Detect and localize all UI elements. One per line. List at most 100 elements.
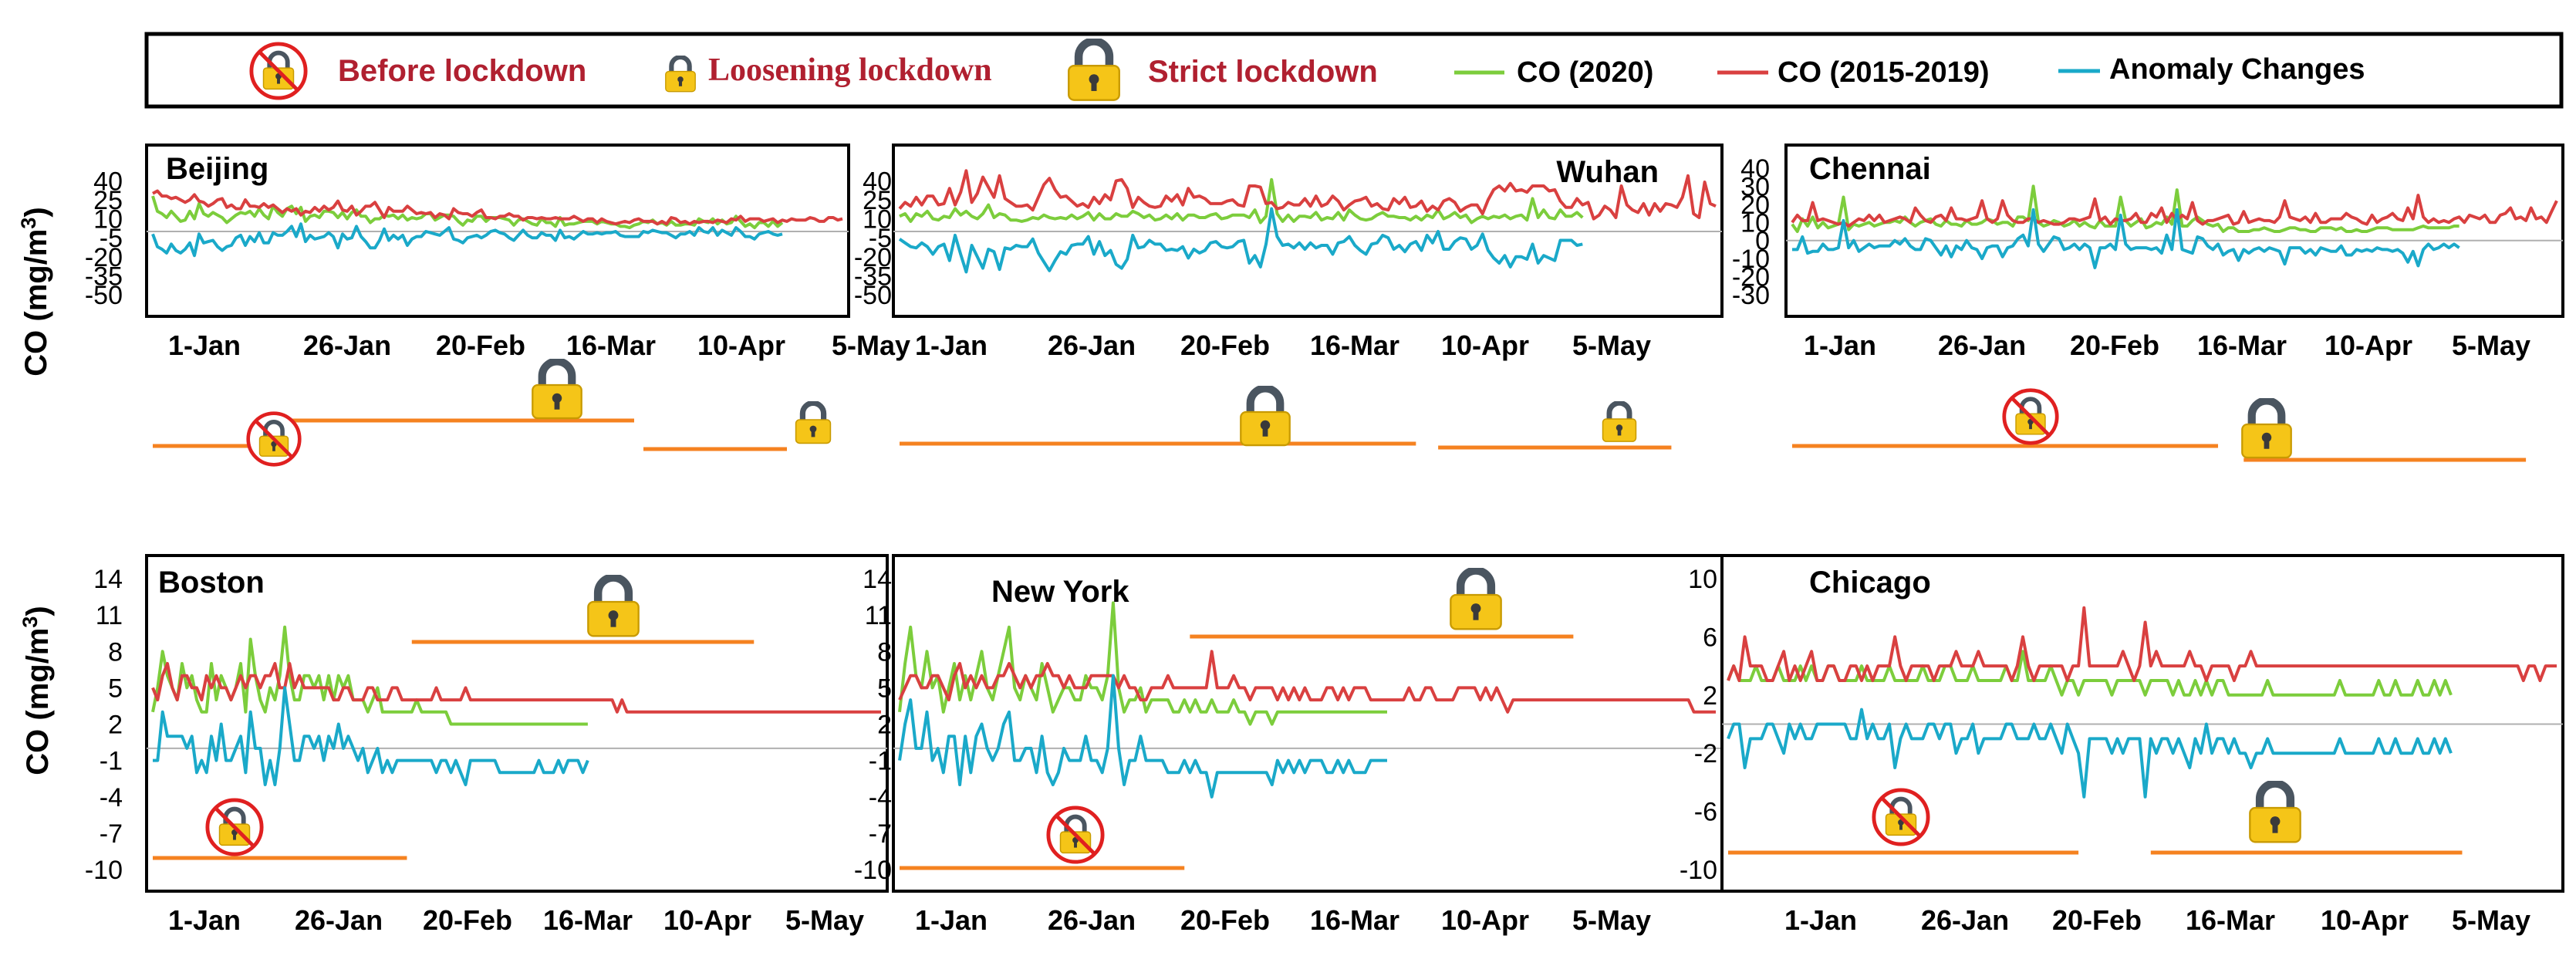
legend-loosening-label: Loosening lockdown <box>708 52 992 88</box>
series-line-co2020 <box>151 195 784 230</box>
y-tick-label: 11 <box>96 601 123 630</box>
legend-co2020-label: CO (2020) <box>1517 56 1653 89</box>
before-lockdown-icon <box>248 414 300 465</box>
legend-strict-label: Strict lockdown <box>1148 55 1378 89</box>
y-tick-label: -1 <box>100 747 123 776</box>
y-tick-label: 5 <box>877 674 892 703</box>
x-tick-label: 10-Apr <box>2321 904 2409 936</box>
y-tick-label: 10 <box>93 205 123 235</box>
lockdown-lock-icon <box>796 403 831 443</box>
y-tick-label: 40 <box>863 167 892 196</box>
before-lockdown-icon <box>252 44 306 98</box>
before-lockdown-icon <box>208 800 262 854</box>
legend-co-hist-label: CO (2015-2019) <box>1778 56 1990 89</box>
x-tick-label: 1-Jan <box>1804 329 1876 361</box>
city-title: Wuhan <box>1556 155 1659 189</box>
x-tick-label: 16-Mar <box>1310 904 1399 936</box>
y-tick-label: -5 <box>869 224 892 253</box>
x-tick-label: 20-Feb <box>1180 904 1270 936</box>
y-tick-label: -10 <box>1680 856 1717 885</box>
lockdown-lock-icon <box>532 361 581 418</box>
y-tick-label: 25 <box>93 186 123 215</box>
y-tick-label: 10 <box>863 205 892 235</box>
x-tick-label: 10-Apr <box>663 904 751 936</box>
x-tick-label: 16-Mar <box>2186 904 2275 936</box>
x-tick-label: 5-May <box>2452 329 2530 361</box>
y-tick-label: 10 <box>1740 208 1770 238</box>
y-axis-title-bottom: CO (mg/m3) <box>19 606 55 775</box>
y-tick-label: 40 <box>1740 154 1770 184</box>
x-tick-label: 20-Feb <box>423 904 512 936</box>
x-tick-label: 5-May <box>785 904 864 936</box>
city-title: Chennai <box>1809 152 1931 186</box>
y-tick-label: -10 <box>1732 245 1770 274</box>
y-tick-label: 30 <box>1740 172 1770 201</box>
series-line-co_hist <box>898 169 1717 221</box>
series-line-anomaly <box>898 674 1387 799</box>
y-tick-label: 10 <box>1688 565 1717 594</box>
city-title: New York <box>991 575 1129 609</box>
x-tick-label: 5-May <box>1572 329 1651 361</box>
series-line-co_hist <box>1791 194 2558 228</box>
y-tick-label: -30 <box>1732 281 1770 310</box>
x-tick-label: 1-Jan <box>168 904 241 936</box>
series-line-co_hist <box>151 662 881 714</box>
y-tick-label: -5 <box>100 224 123 253</box>
y-tick-label: 2 <box>877 711 892 740</box>
series-line-co2020 <box>151 625 588 726</box>
y-tick-label: -1 <box>869 747 892 776</box>
y-tick-label: -6 <box>1694 798 1717 827</box>
y-tick-label: -20 <box>85 243 123 272</box>
y-tick-label: -50 <box>854 281 892 310</box>
legend: Before lockdown Loosening lockdown Stric… <box>144 32 2564 109</box>
y-tick-label: 5 <box>108 674 123 703</box>
x-tick-label: 26-Jan <box>1048 329 1136 361</box>
chart-boston: 14 11 8 5 2 -1 -4 -7 -10 1-Jan 26-Jan 20-Feb 16-Mar 1… <box>85 554 889 936</box>
x-tick-label: 20-Feb <box>2070 329 2159 361</box>
series-line-co_hist <box>1727 606 2557 682</box>
x-tick-label: 20-Feb <box>2052 904 2142 936</box>
x-tick-label: 1-Jan <box>915 904 988 936</box>
x-tick-label: 26-Jan <box>1938 329 2026 361</box>
y-tick-label: -50 <box>85 281 123 310</box>
y-tick-label: 25 <box>863 186 892 215</box>
x-tick-label: 16-Mar <box>2197 329 2287 361</box>
x-tick-label: 1-Jan <box>168 329 241 361</box>
y-tick-label: 2 <box>1703 681 1717 711</box>
x-tick-label: 20-Feb <box>436 329 525 361</box>
x-tick-label: 10-Apr <box>2324 329 2412 361</box>
x-tick-label: 10-Apr <box>1441 329 1529 361</box>
x-tick-label: 5-May <box>2452 904 2530 936</box>
y-tick-label: -35 <box>85 262 123 291</box>
x-tick-label: 16-Mar <box>1310 329 1399 361</box>
lockdown-lock-icon <box>1241 388 1289 445</box>
y-tick-label: -20 <box>1732 263 1770 292</box>
before-lockdown-icon <box>1874 790 1928 844</box>
y-axis-title-top: CO (mg/m3) <box>17 207 53 376</box>
y-tick-label: 14 <box>93 565 123 594</box>
y-tick-label: -4 <box>869 783 892 812</box>
y-tick-label: -7 <box>869 819 892 849</box>
series-line-anomaly <box>1792 208 2460 269</box>
x-tick-label: 1-Jan <box>1784 904 1857 936</box>
x-tick-label: 10-Apr <box>1441 904 1529 936</box>
y-tick-label: 40 <box>93 167 123 196</box>
x-tick-label: 26-Jan <box>1921 904 2009 936</box>
x-tick-label: 1-Jan <box>915 329 988 361</box>
series-line-anomaly <box>151 222 783 258</box>
chart-chicago: 10 6 2 -2 -6 -10 1-Jan 26-Jan 20-Feb 16-Mar 10-Apr… <box>1680 554 2564 936</box>
series-line-anomaly <box>153 686 589 786</box>
x-tick-label: 16-Mar <box>543 904 633 936</box>
series-line-co_hist <box>898 650 1716 714</box>
y-tick-label: 8 <box>108 637 123 667</box>
y-tick-label: -10 <box>85 856 123 885</box>
series-line-co2020 <box>1727 650 2453 697</box>
x-tick-label: 26-Jan <box>1048 904 1136 936</box>
y-tick-label: 6 <box>1703 623 1717 652</box>
series-line-anomaly <box>898 207 1583 274</box>
y-tick-label: -10 <box>854 856 892 885</box>
